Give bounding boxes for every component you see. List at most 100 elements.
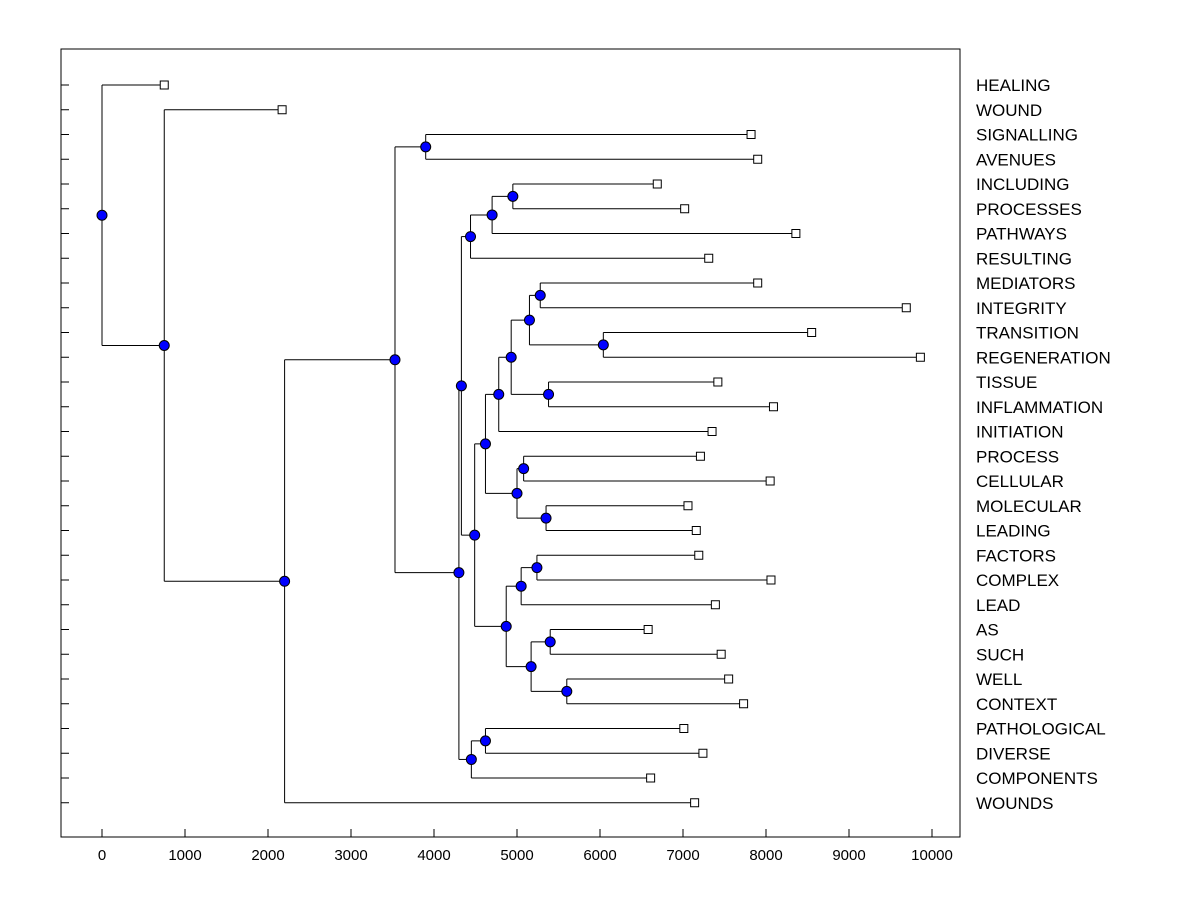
leaf-marker-complex — [766, 575, 776, 585]
merge-node-n_c2 — [279, 575, 291, 587]
merge-node-n_inc_proc — [507, 190, 519, 202]
merge-node-n_big2 — [453, 567, 465, 579]
leaf-label-diverse: DIVERSE — [976, 744, 1051, 763]
leaf-marker-diverse — [698, 748, 708, 758]
leaf-label-complex: COMPLEX — [976, 571, 1059, 590]
leaf-label-leading: LEADING — [976, 522, 1051, 541]
merge-node-n_as_such — [544, 636, 556, 648]
leaf-label-resulting: RESULTING — [976, 249, 1072, 268]
leaf-label-lead: LEAD — [976, 596, 1020, 615]
x-axis: 0 1000 2000 3000 4000 5000 6000 7000 8000 9000 100… — [98, 829, 953, 864]
merge-node-n_grp_b — [500, 620, 512, 632]
leaf-marker-as — [643, 625, 653, 634]
x-tick-label: 5000 — [500, 847, 533, 864]
leaf-marker-such — [716, 649, 726, 659]
leaf-marker-initiation — [707, 427, 717, 436]
x-tick-label: 1000 — [168, 847, 201, 864]
merge-node-n_comp — [465, 753, 477, 765]
leaf-marker-integrity — [901, 303, 911, 313]
merge-node-n_trans_regen — [597, 339, 609, 351]
merge-node-n_proc_cell — [518, 463, 530, 475]
leaf-label-molecular: MOLECULAR — [976, 497, 1082, 516]
merge-node-n_wound — [158, 340, 170, 352]
leaf-label-as: AS — [976, 621, 999, 640]
merge-node-n_c1 — [389, 354, 401, 366]
leaf-marker-lead — [710, 600, 720, 610]
leaf-label-processes: PROCESSES — [976, 200, 1082, 219]
merge-node-n_sig_av — [420, 141, 432, 153]
x-tick-label: 3000 — [334, 847, 367, 864]
x-tick-label: 9000 — [832, 847, 865, 864]
leaf-label-pathological: PATHOLOGICAL — [976, 720, 1106, 739]
leaf-label-avenues: AVENUES — [976, 150, 1056, 169]
x-tick-label: 7000 — [666, 847, 699, 864]
leaf-marker-factors — [694, 550, 704, 560]
merge-node-n_well_ctx — [561, 685, 573, 697]
leaf-marker-avenues — [753, 154, 763, 164]
leaf-label-such: SUCH — [976, 645, 1024, 664]
leaf-marker-healing — [159, 80, 169, 90]
leaf-marker-cellular — [765, 476, 775, 486]
leaf-label-integrity: INTEGRITY — [976, 299, 1067, 318]
leaf-marker-resulting — [704, 253, 714, 263]
leaf-marker-tissue — [713, 377, 723, 387]
merge-node-n_as_well — [525, 661, 537, 673]
leaf-label-signalling: SIGNALLING — [976, 126, 1078, 145]
leaf-label-cellular: CELLULAR — [976, 472, 1064, 491]
leaf-labels: HEALING WOUND SIGNALLING AVENUES INCLUDING PR… — [976, 76, 1111, 813]
leaf-label-including: INCLUDING — [976, 175, 1070, 194]
leaf-label-components: COMPONENTS — [976, 769, 1098, 788]
merge-node-n_grp_a — [479, 438, 491, 450]
leaf-label-context: CONTEXT — [976, 695, 1057, 714]
leaf-marker-pathways — [791, 229, 801, 238]
leaf-label-wounds: WOUNDS — [976, 794, 1053, 813]
leaf-marker-well — [724, 674, 734, 684]
leaf-marker-processes — [680, 204, 690, 214]
leaf-label-healing: HEALING — [976, 76, 1051, 95]
x-tick-label: 4000 — [417, 847, 450, 864]
leaf-label-initiation: INITIATION — [976, 423, 1064, 442]
leaf-markers — [159, 80, 925, 808]
merge-node-n_tiss_infl — [543, 388, 555, 400]
leaf-label-regeneration: REGENERATION — [976, 348, 1111, 367]
merge-node-n_root — [96, 209, 108, 221]
merge-node-markers — [96, 141, 609, 765]
leaf-marker-molecular — [683, 501, 693, 511]
leaf-marker-mediators — [753, 278, 763, 288]
leaf-marker-components — [646, 773, 656, 783]
merge-node-n_big — [455, 380, 467, 392]
leaf-marker-process — [695, 451, 705, 461]
merge-node-n_ab — [469, 529, 481, 541]
leaf-label-transition: TRANSITION — [976, 324, 1079, 343]
x-tick-label: 8000 — [749, 847, 782, 864]
merge-node-n_path_div — [479, 735, 491, 747]
merge-node-n_paths — [486, 209, 498, 221]
merge-node-n_mt_ti — [505, 351, 517, 363]
leaf-marker-regeneration — [915, 352, 925, 362]
x-tick-label: 0 — [98, 847, 106, 864]
x-tick-label: 10000 — [911, 847, 953, 864]
merge-node-n_fact_comp — [531, 562, 543, 574]
merge-node-n_lead — [515, 580, 527, 592]
merge-node-n_init — [493, 388, 505, 400]
x-tick-label: 2000 — [251, 847, 284, 864]
plot-frame — [60, 48, 961, 838]
merge-node-n_mol_lead — [540, 512, 552, 524]
leaf-marker-leading — [691, 526, 701, 535]
merge-node-n_pc_ml — [511, 487, 523, 499]
merge-node-n_med_int — [534, 289, 546, 301]
leaf-marker-pathological — [679, 724, 689, 733]
leaf-label-tissue: TISSUE — [976, 373, 1037, 392]
leaf-marker-inflammation — [768, 402, 778, 412]
leaf-label-wound: WOUND — [976, 101, 1042, 120]
leaf-marker-wounds — [690, 798, 700, 808]
leaf-marker-context — [739, 699, 749, 709]
merge-node-n_med_trans — [523, 314, 535, 326]
leaf-label-mediators: MEDIATORS — [976, 274, 1076, 293]
y-tick-marks — [61, 84, 69, 804]
leaf-marker-wound — [277, 105, 287, 115]
leaf-label-inflammation: INFLAMMATION — [976, 398, 1103, 417]
x-tick-label: 6000 — [583, 847, 616, 864]
leaf-marker-transition — [807, 328, 817, 337]
